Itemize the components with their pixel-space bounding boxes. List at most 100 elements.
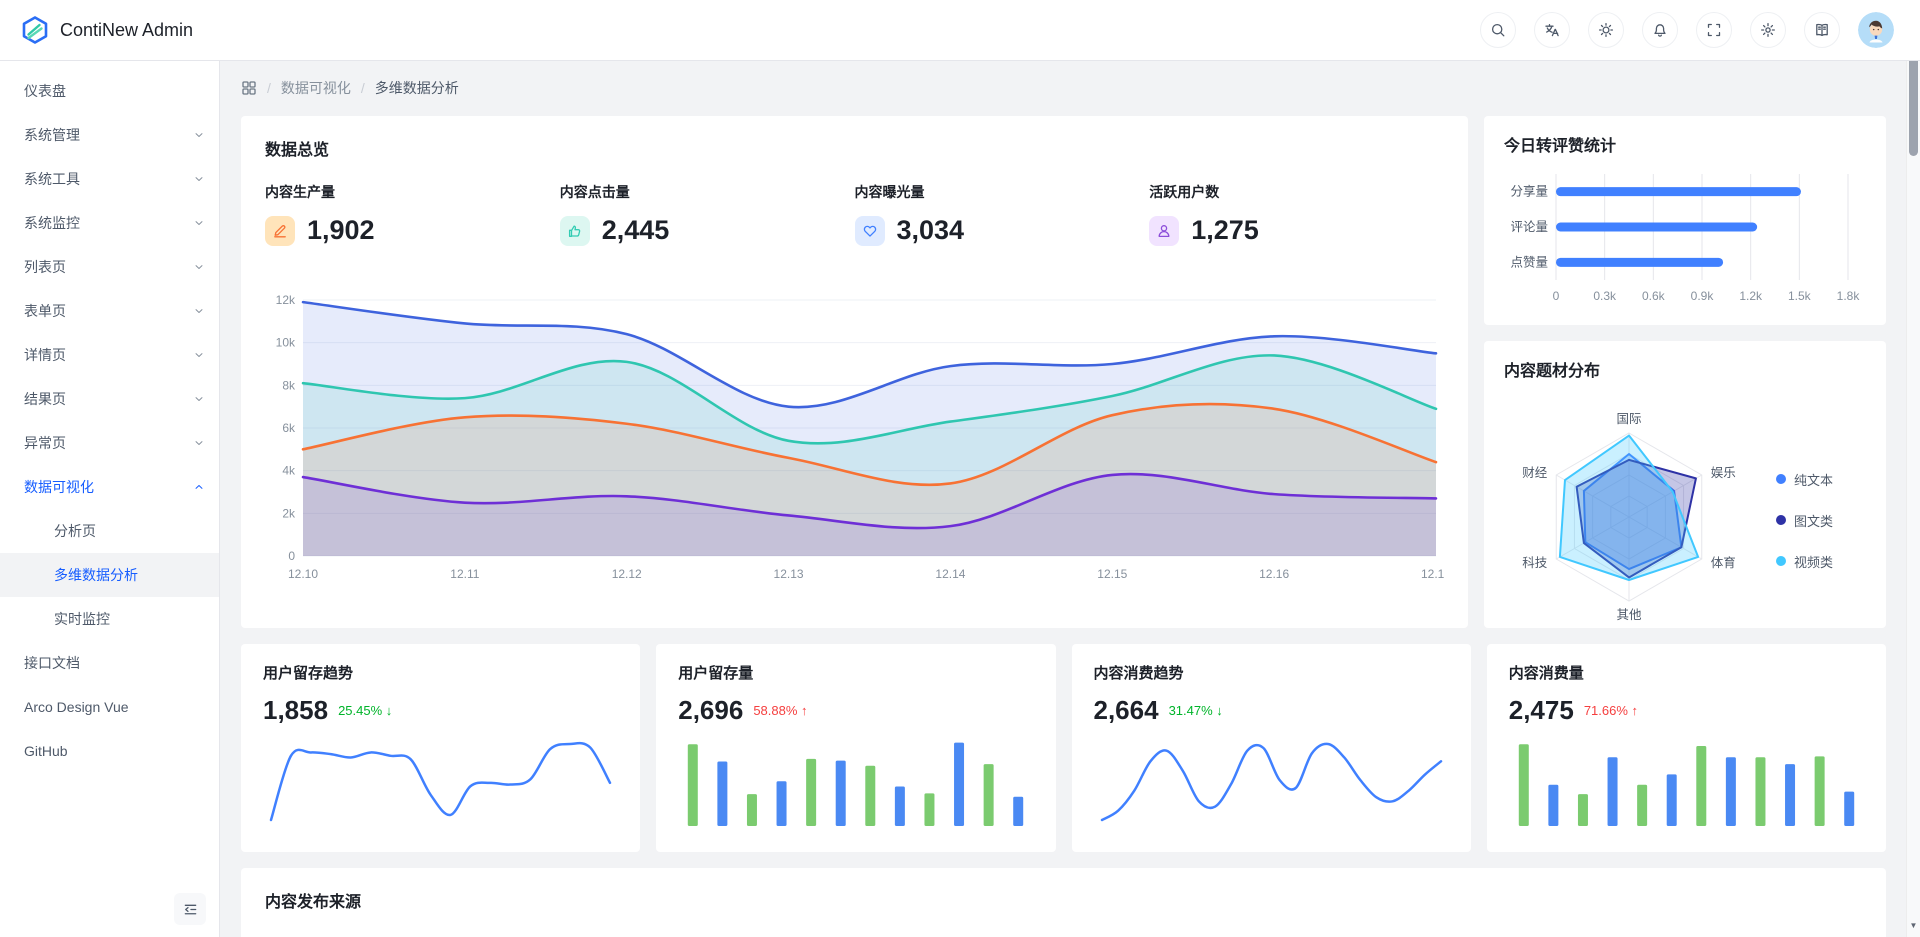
svg-text:12.11: 12.11 bbox=[450, 567, 479, 581]
sidebar-item-result-pages[interactable]: 结果页 bbox=[0, 377, 219, 421]
chevron-down-icon bbox=[193, 349, 205, 361]
mini-card-title: 用户留存量 bbox=[678, 665, 754, 682]
sidebar-item-system-tools[interactable]: 系统工具 bbox=[0, 157, 219, 201]
svg-text:12.13: 12.13 bbox=[774, 567, 804, 581]
svg-text:12.14: 12.14 bbox=[935, 567, 965, 581]
sidebar-item-api-docs[interactable]: 接口文档 bbox=[0, 641, 219, 685]
page-scrollbar bbox=[1906, 0, 1920, 937]
sidebar-item-label: 仪表盘 bbox=[24, 83, 66, 99]
sidebar-item-detail-pages[interactable]: 详情页 bbox=[0, 333, 219, 377]
svg-text:0: 0 bbox=[1553, 289, 1560, 303]
svg-text:4k: 4k bbox=[282, 464, 296, 478]
svg-text:点赞量: 点赞量 bbox=[1510, 255, 1548, 269]
mini-card-value: 2,696 bbox=[678, 695, 744, 725]
legend-label: 纯文本 bbox=[1794, 472, 1834, 488]
chevron-down-icon bbox=[193, 173, 205, 185]
user-avatar[interactable] bbox=[1858, 12, 1894, 48]
sidebar: 仪表盘系统管理系统工具系统监控列表页表单页 详情页结果页异常页数据可视化分析页多维… bbox=[0, 61, 220, 937]
dashboard-grid: 数据总览 内容生产量 1,902 内容点击量 2,445 内容曝光量 3,034 活跃用户数… bbox=[241, 116, 1886, 937]
retention-volume-card: 用户留存量 2,696 58.88% ↑ bbox=[656, 644, 1056, 852]
topic-distribution-title: 内容题材分布 bbox=[1504, 363, 1601, 380]
retention-trend-card: 用户留存趋势 1,858 25.45% ↓ bbox=[241, 644, 641, 852]
notification-button[interactable] bbox=[1642, 12, 1678, 48]
app-header: ContiNew Admin bbox=[0, 0, 1920, 61]
stat-active-users: 活跃用户数 1,275 bbox=[1149, 182, 1444, 246]
svg-text:12.10: 12.10 bbox=[288, 567, 318, 581]
today-interaction-card: 今日转评赞统计 0 0.3k 0.6k 0.9k 1.2k 1.5k 1.8k 分享量 评论量点… bbox=[1484, 116, 1886, 325]
legend-dot-icon bbox=[1776, 515, 1786, 525]
mini-card-value: 2,664 bbox=[1093, 695, 1159, 725]
sidebar-item-data-visualization[interactable]: 数据可视化 bbox=[0, 465, 219, 509]
mini-card-delta: 25.45% ↓ bbox=[338, 703, 393, 718]
app-title: ContiNew Admin bbox=[60, 19, 194, 40]
translate-button[interactable] bbox=[1534, 12, 1570, 48]
breadcrumb-separator: / bbox=[360, 80, 365, 96]
mini-card-value: 1,858 bbox=[263, 695, 329, 725]
thumb-up-icon bbox=[559, 215, 590, 246]
sidebar-subitem-realtime-monitor[interactable]: 实时监控 bbox=[0, 597, 219, 641]
breadcrumb-separator: / bbox=[267, 80, 271, 96]
svg-text:评论量: 评论量 bbox=[1510, 220, 1548, 234]
data-overview-card: 数据总览 内容生产量 1,902 内容点击量 2,445 内容曝光量 3,034 活跃用户数… bbox=[241, 116, 1468, 628]
sidebar-item-system-management[interactable]: 系统管理 bbox=[0, 113, 219, 157]
svg-text:0: 0 bbox=[288, 549, 295, 563]
sidebar-subitem-analysis[interactable]: 分析页 bbox=[0, 509, 219, 553]
svg-text:1.5k: 1.5k bbox=[1788, 289, 1812, 303]
svg-text:8k: 8k bbox=[282, 378, 296, 392]
content-source-title: 内容发布来源 bbox=[265, 894, 362, 911]
svg-text:12k: 12k bbox=[276, 293, 296, 307]
search-icon bbox=[1490, 22, 1506, 38]
breadcrumb-item-data-visualization[interactable]: 数据可视化 bbox=[280, 80, 351, 96]
pencil-icon bbox=[265, 215, 295, 246]
menu-fold-icon bbox=[183, 902, 198, 917]
svg-text:6k: 6k bbox=[282, 421, 296, 435]
chevron-down-icon bbox=[193, 261, 205, 273]
consumption-volume-card: 内容消费量 2,475 71.66% ↑ bbox=[1486, 644, 1886, 852]
today-interaction-chart: 0 0.3k 0.6k 0.9k 1.2k 1.5k 1.8k 分享量 评论量 点赞量 bbox=[1504, 166, 1866, 306]
sidebar-item-exception-pages[interactable]: 异常页 bbox=[0, 421, 219, 465]
fullscreen-button[interactable] bbox=[1696, 12, 1732, 48]
mini-card-title: 用户留存趋势 bbox=[263, 665, 354, 682]
radar-legend-item[interactable]: 视频类 bbox=[1776, 552, 1833, 571]
legend-label: 视频类 bbox=[1794, 554, 1834, 570]
sidebar-item-github[interactable]: GitHub bbox=[0, 729, 219, 773]
mini-card-delta: 71.66% ↑ bbox=[1583, 703, 1639, 718]
sun-icon bbox=[1598, 22, 1614, 38]
sidebar-item-label: Arco Design Vue bbox=[24, 699, 129, 715]
apps-icon[interactable] bbox=[241, 80, 257, 96]
sidebar-item-arco-design-vue[interactable]: Arco Design Vue bbox=[0, 685, 219, 729]
sidebar-item-form-pages[interactable]: 表单页 bbox=[0, 289, 219, 333]
app-logo[interactable]: ContiNew Admin bbox=[20, 15, 193, 45]
svg-text:12.12: 12.12 bbox=[612, 567, 642, 581]
chevron-up-icon bbox=[193, 481, 205, 493]
scrollbar-down-arrow[interactable] bbox=[1907, 919, 1920, 933]
svg-text:1.2k: 1.2k bbox=[1739, 289, 1763, 303]
sidebar-item-label: 结果页 bbox=[24, 391, 66, 407]
theme-button[interactable] bbox=[1588, 12, 1624, 48]
overview-title: 数据总览 bbox=[265, 142, 330, 159]
settings-button[interactable] bbox=[1750, 12, 1786, 48]
docs-button[interactable] bbox=[1804, 12, 1840, 48]
svg-text:12.16: 12.16 bbox=[1259, 567, 1289, 581]
mini-card-delta: 31.47% ↓ bbox=[1168, 703, 1223, 718]
sidebar-item-label: 列表页 bbox=[24, 259, 66, 275]
sidebar-item-label: 数据可视化 bbox=[24, 479, 94, 495]
radar-legend-item[interactable]: 纯文本 bbox=[1776, 470, 1833, 489]
sidebar-item-list-pages[interactable]: 列表页 bbox=[0, 245, 219, 289]
chevron-down-icon bbox=[193, 393, 205, 405]
stat-label: 内容生产量 bbox=[265, 184, 335, 200]
svg-text:12.15: 12.15 bbox=[1097, 567, 1127, 581]
radar-legend-item[interactable]: 图文类 bbox=[1776, 511, 1833, 530]
scrollbar-thumb[interactable] bbox=[1909, 52, 1918, 156]
sidebar-item-dashboard[interactable]: 仪表盘 bbox=[0, 69, 219, 113]
search-button[interactable] bbox=[1480, 12, 1516, 48]
sidebar-item-system-monitor[interactable]: 系统监控 bbox=[0, 201, 219, 245]
stat-content-clicks: 内容点击量 2,445 bbox=[559, 182, 855, 246]
bell-icon bbox=[1652, 22, 1668, 38]
legend-label: 图文类 bbox=[1794, 513, 1834, 529]
sidebar-subitem-multi-dimension-analysis[interactable]: 多维数据分析 bbox=[0, 553, 219, 597]
fullscreen-icon bbox=[1706, 22, 1722, 38]
sidebar-item-label: 系统工具 bbox=[24, 171, 80, 187]
collapse-sidebar-button[interactable] bbox=[174, 893, 206, 925]
sidebar-subitem-label: 分析页 bbox=[54, 523, 96, 539]
